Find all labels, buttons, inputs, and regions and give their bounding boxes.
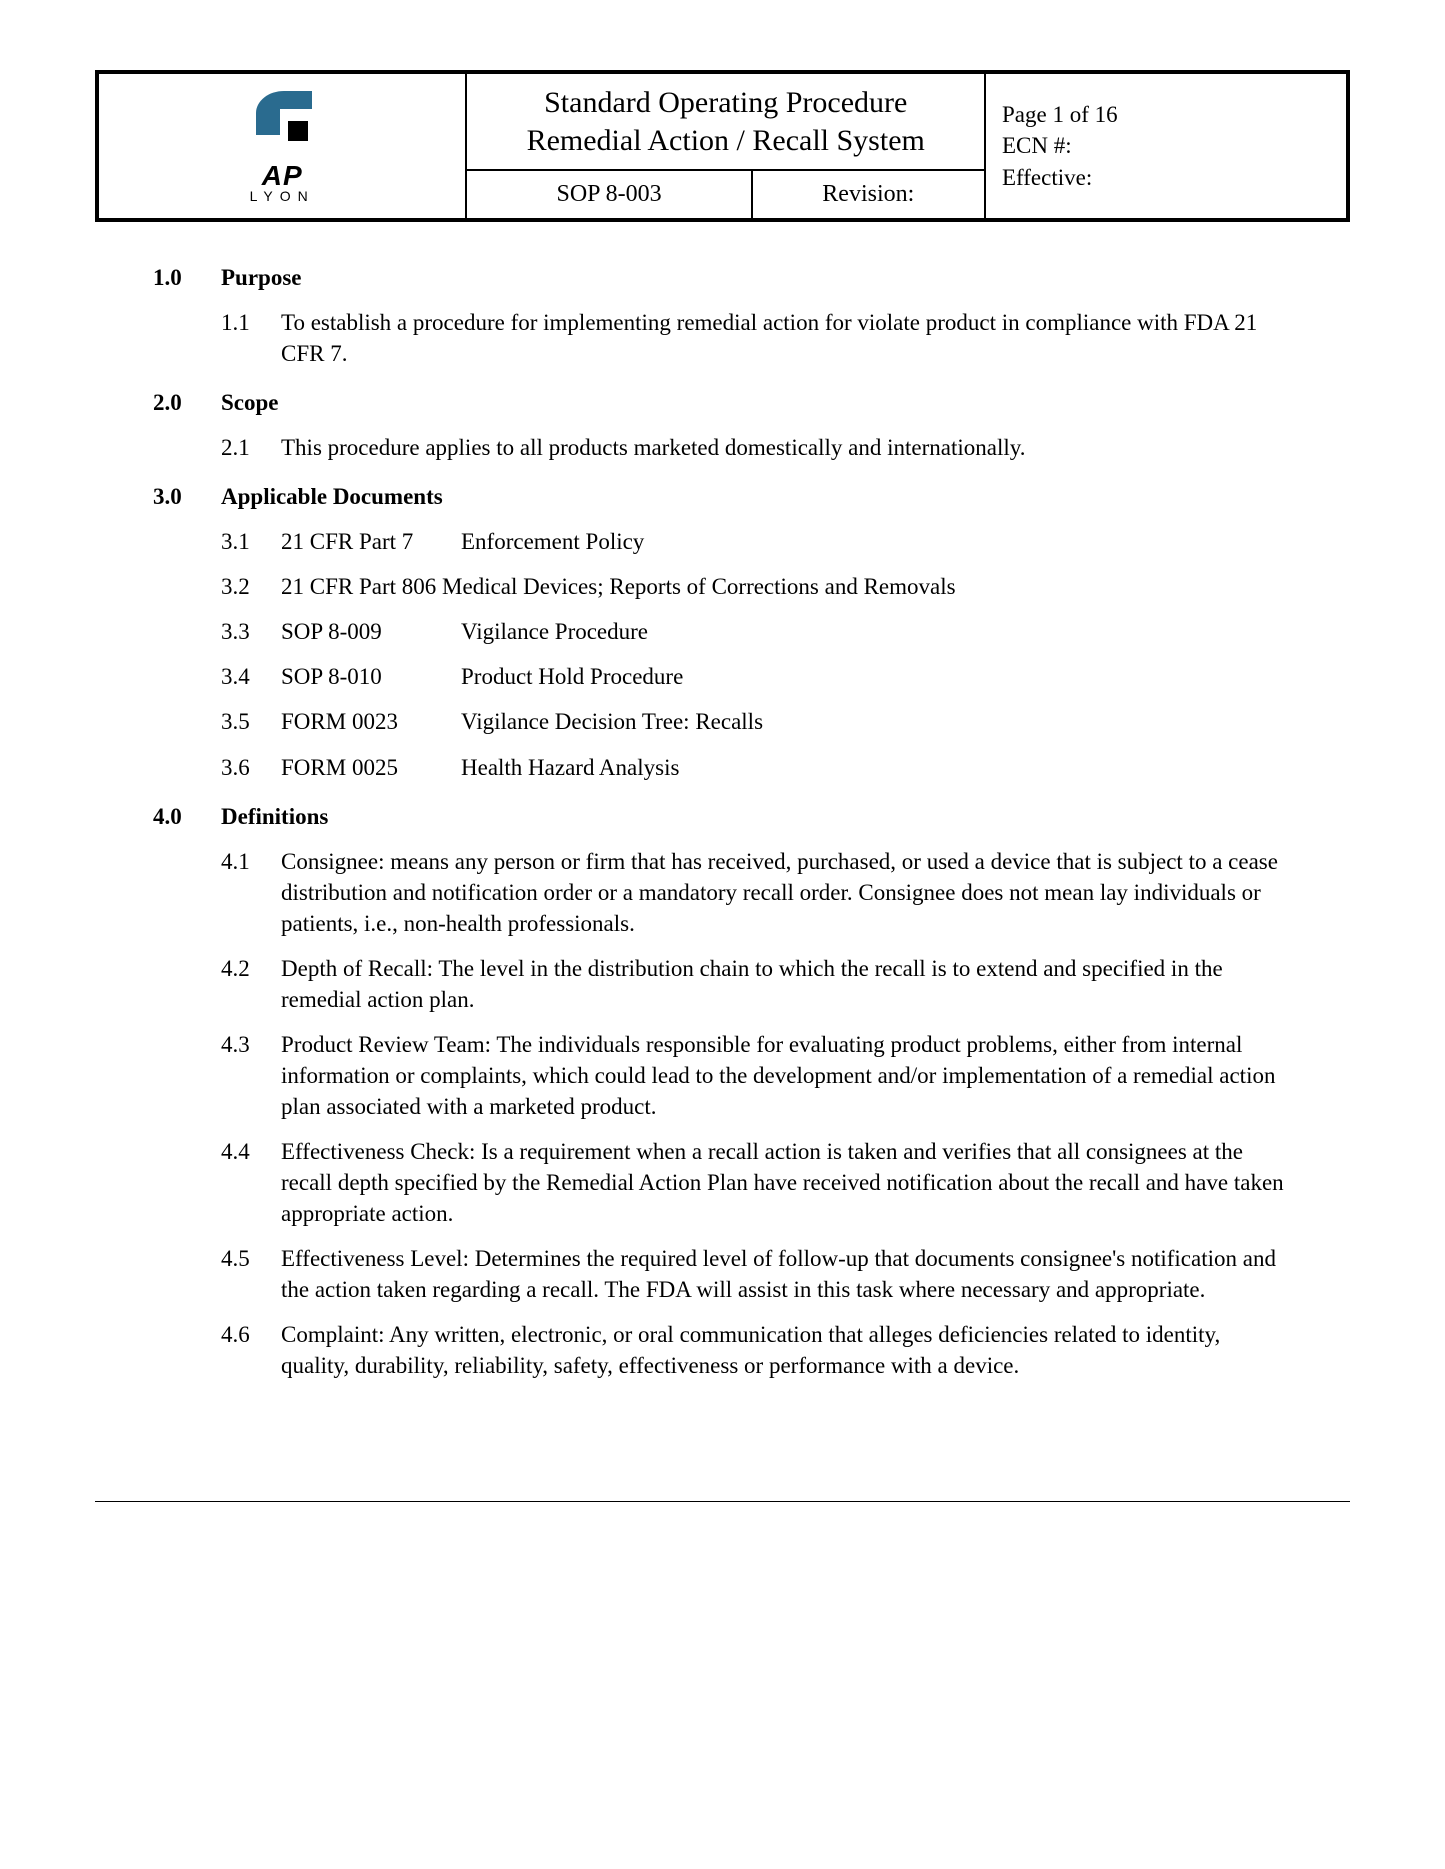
doc-desc: Product Hold Procedure bbox=[461, 661, 1292, 692]
section-number: 2.0 bbox=[153, 387, 221, 418]
doc-number: 3.2 bbox=[221, 571, 281, 602]
doc-desc: Medical Devices; Reports of Corrections … bbox=[442, 574, 956, 599]
doc-ref: 21 CFR Part 806 bbox=[281, 574, 436, 599]
definition: 4.5 Effectiveness Level: Determines the … bbox=[221, 1243, 1292, 1305]
doc-desc: Health Hazard Analysis bbox=[461, 752, 1292, 783]
section-title: Definitions bbox=[221, 801, 328, 832]
subsection-number: 1.1 bbox=[221, 307, 281, 369]
definition-text: Effectiveness Level: Determines the requ… bbox=[281, 1243, 1292, 1305]
document-header: AP LYON Standard Operating Procedure Rem… bbox=[95, 70, 1350, 222]
subsection-text: To establish a procedure for implementin… bbox=[281, 307, 1292, 369]
definition-text: Complaint: Any written, electronic, or o… bbox=[281, 1319, 1292, 1381]
doc-reference: 3.5 FORM 0023 Vigilance Decision Tree: R… bbox=[221, 706, 1292, 737]
definition-number: 4.1 bbox=[221, 846, 281, 939]
doc-desc: Vigilance Decision Tree: Recalls bbox=[461, 706, 1292, 737]
title-line-2: Remedial Action / Recall System bbox=[527, 124, 925, 157]
definition: 4.1 Consignee: means any person or firm … bbox=[221, 846, 1292, 939]
section-number: 3.0 bbox=[153, 481, 221, 512]
definition-text: Effectiveness Check: Is a requirement wh… bbox=[281, 1136, 1292, 1229]
doc-reference: 3.3 SOP 8-009 Vigilance Procedure bbox=[221, 616, 1292, 647]
section-definitions: 4.0 Definitions bbox=[153, 801, 1292, 832]
doc-desc: Vigilance Procedure bbox=[461, 616, 1292, 647]
subsection: 1.1 To establish a procedure for impleme… bbox=[221, 307, 1292, 369]
doc-ref: SOP 8-010 bbox=[281, 661, 461, 692]
doc-number: 3.4 bbox=[221, 661, 281, 692]
effective-date: Effective: bbox=[1002, 162, 1330, 193]
section-purpose: 1.0 Purpose bbox=[153, 262, 1292, 293]
document-body: 1.0 Purpose 1.1 To establish a procedure… bbox=[95, 262, 1350, 1381]
doc-ref: 21 CFR Part 7 bbox=[281, 526, 461, 557]
section-number: 1.0 bbox=[153, 262, 221, 293]
section-title: Scope bbox=[221, 387, 279, 418]
definition-number: 4.2 bbox=[221, 953, 281, 1015]
definition-number: 4.6 bbox=[221, 1319, 281, 1381]
section-scope: 2.0 Scope bbox=[153, 387, 1292, 418]
definition: 4.4 Effectiveness Check: Is a requiremen… bbox=[221, 1136, 1292, 1229]
ecn-number: ECN #: bbox=[1002, 130, 1330, 161]
doc-reference: 3.2 21 CFR Part 806 Medical Devices; Rep… bbox=[221, 571, 1292, 602]
section-title: Purpose bbox=[221, 262, 302, 293]
section-applicable-documents: 3.0 Applicable Documents bbox=[153, 481, 1292, 512]
subsection: 2.1 This procedure applies to all produc… bbox=[221, 432, 1292, 463]
doc-ref: SOP 8-009 bbox=[281, 616, 461, 647]
definition: 4.3 Product Review Team: The individuals… bbox=[221, 1029, 1292, 1122]
definition-number: 4.4 bbox=[221, 1136, 281, 1229]
document-title: Standard Operating Procedure Remedial Ac… bbox=[466, 72, 985, 170]
definition-number: 4.3 bbox=[221, 1029, 281, 1122]
subsection-number: 2.1 bbox=[221, 432, 281, 463]
logo-cell: AP LYON bbox=[97, 72, 466, 220]
title-line-1: Standard Operating Procedure bbox=[544, 86, 907, 119]
doc-reference: 3.1 21 CFR Part 7 Enforcement Policy bbox=[221, 526, 1292, 557]
definition: 4.6 Complaint: Any written, electronic, … bbox=[221, 1319, 1292, 1381]
definition-text: Product Review Team: The individuals res… bbox=[281, 1029, 1292, 1122]
company-logo-icon bbox=[242, 91, 322, 151]
footer-rule bbox=[95, 1501, 1350, 1502]
doc-number: 3.6 bbox=[221, 752, 281, 783]
doc-reference: 3.4 SOP 8-010 Product Hold Procedure bbox=[221, 661, 1292, 692]
doc-reference: 3.6 FORM 0025 Health Hazard Analysis bbox=[221, 752, 1292, 783]
logo-subtext: LYON bbox=[99, 188, 465, 204]
doc-ref: FORM 0023 bbox=[281, 706, 461, 737]
revision-label: Revision: bbox=[752, 170, 985, 220]
sop-number: SOP 8-003 bbox=[466, 170, 751, 220]
definition-text: Consignee: means any person or firm that… bbox=[281, 846, 1292, 939]
doc-ref: FORM 0025 bbox=[281, 752, 461, 783]
doc-desc: Enforcement Policy bbox=[461, 526, 1292, 557]
definition: 4.2 Depth of Recall: The level in the di… bbox=[221, 953, 1292, 1015]
page-number: Page 1 of 16 bbox=[1002, 99, 1330, 130]
doc-number: 3.3 bbox=[221, 616, 281, 647]
section-number: 4.0 bbox=[153, 801, 221, 832]
definition-number: 4.5 bbox=[221, 1243, 281, 1305]
definition-text: Depth of Recall: The level in the distri… bbox=[281, 953, 1292, 1015]
logo-text: AP bbox=[99, 162, 465, 190]
doc-number: 3.5 bbox=[221, 706, 281, 737]
subsection-text: This procedure applies to all products m… bbox=[281, 432, 1292, 463]
doc-text: 21 CFR Part 806 Medical Devices; Reports… bbox=[281, 571, 1292, 602]
document-info: Page 1 of 16 ECN #: Effective: bbox=[985, 72, 1348, 220]
doc-number: 3.1 bbox=[221, 526, 281, 557]
section-title: Applicable Documents bbox=[221, 481, 443, 512]
